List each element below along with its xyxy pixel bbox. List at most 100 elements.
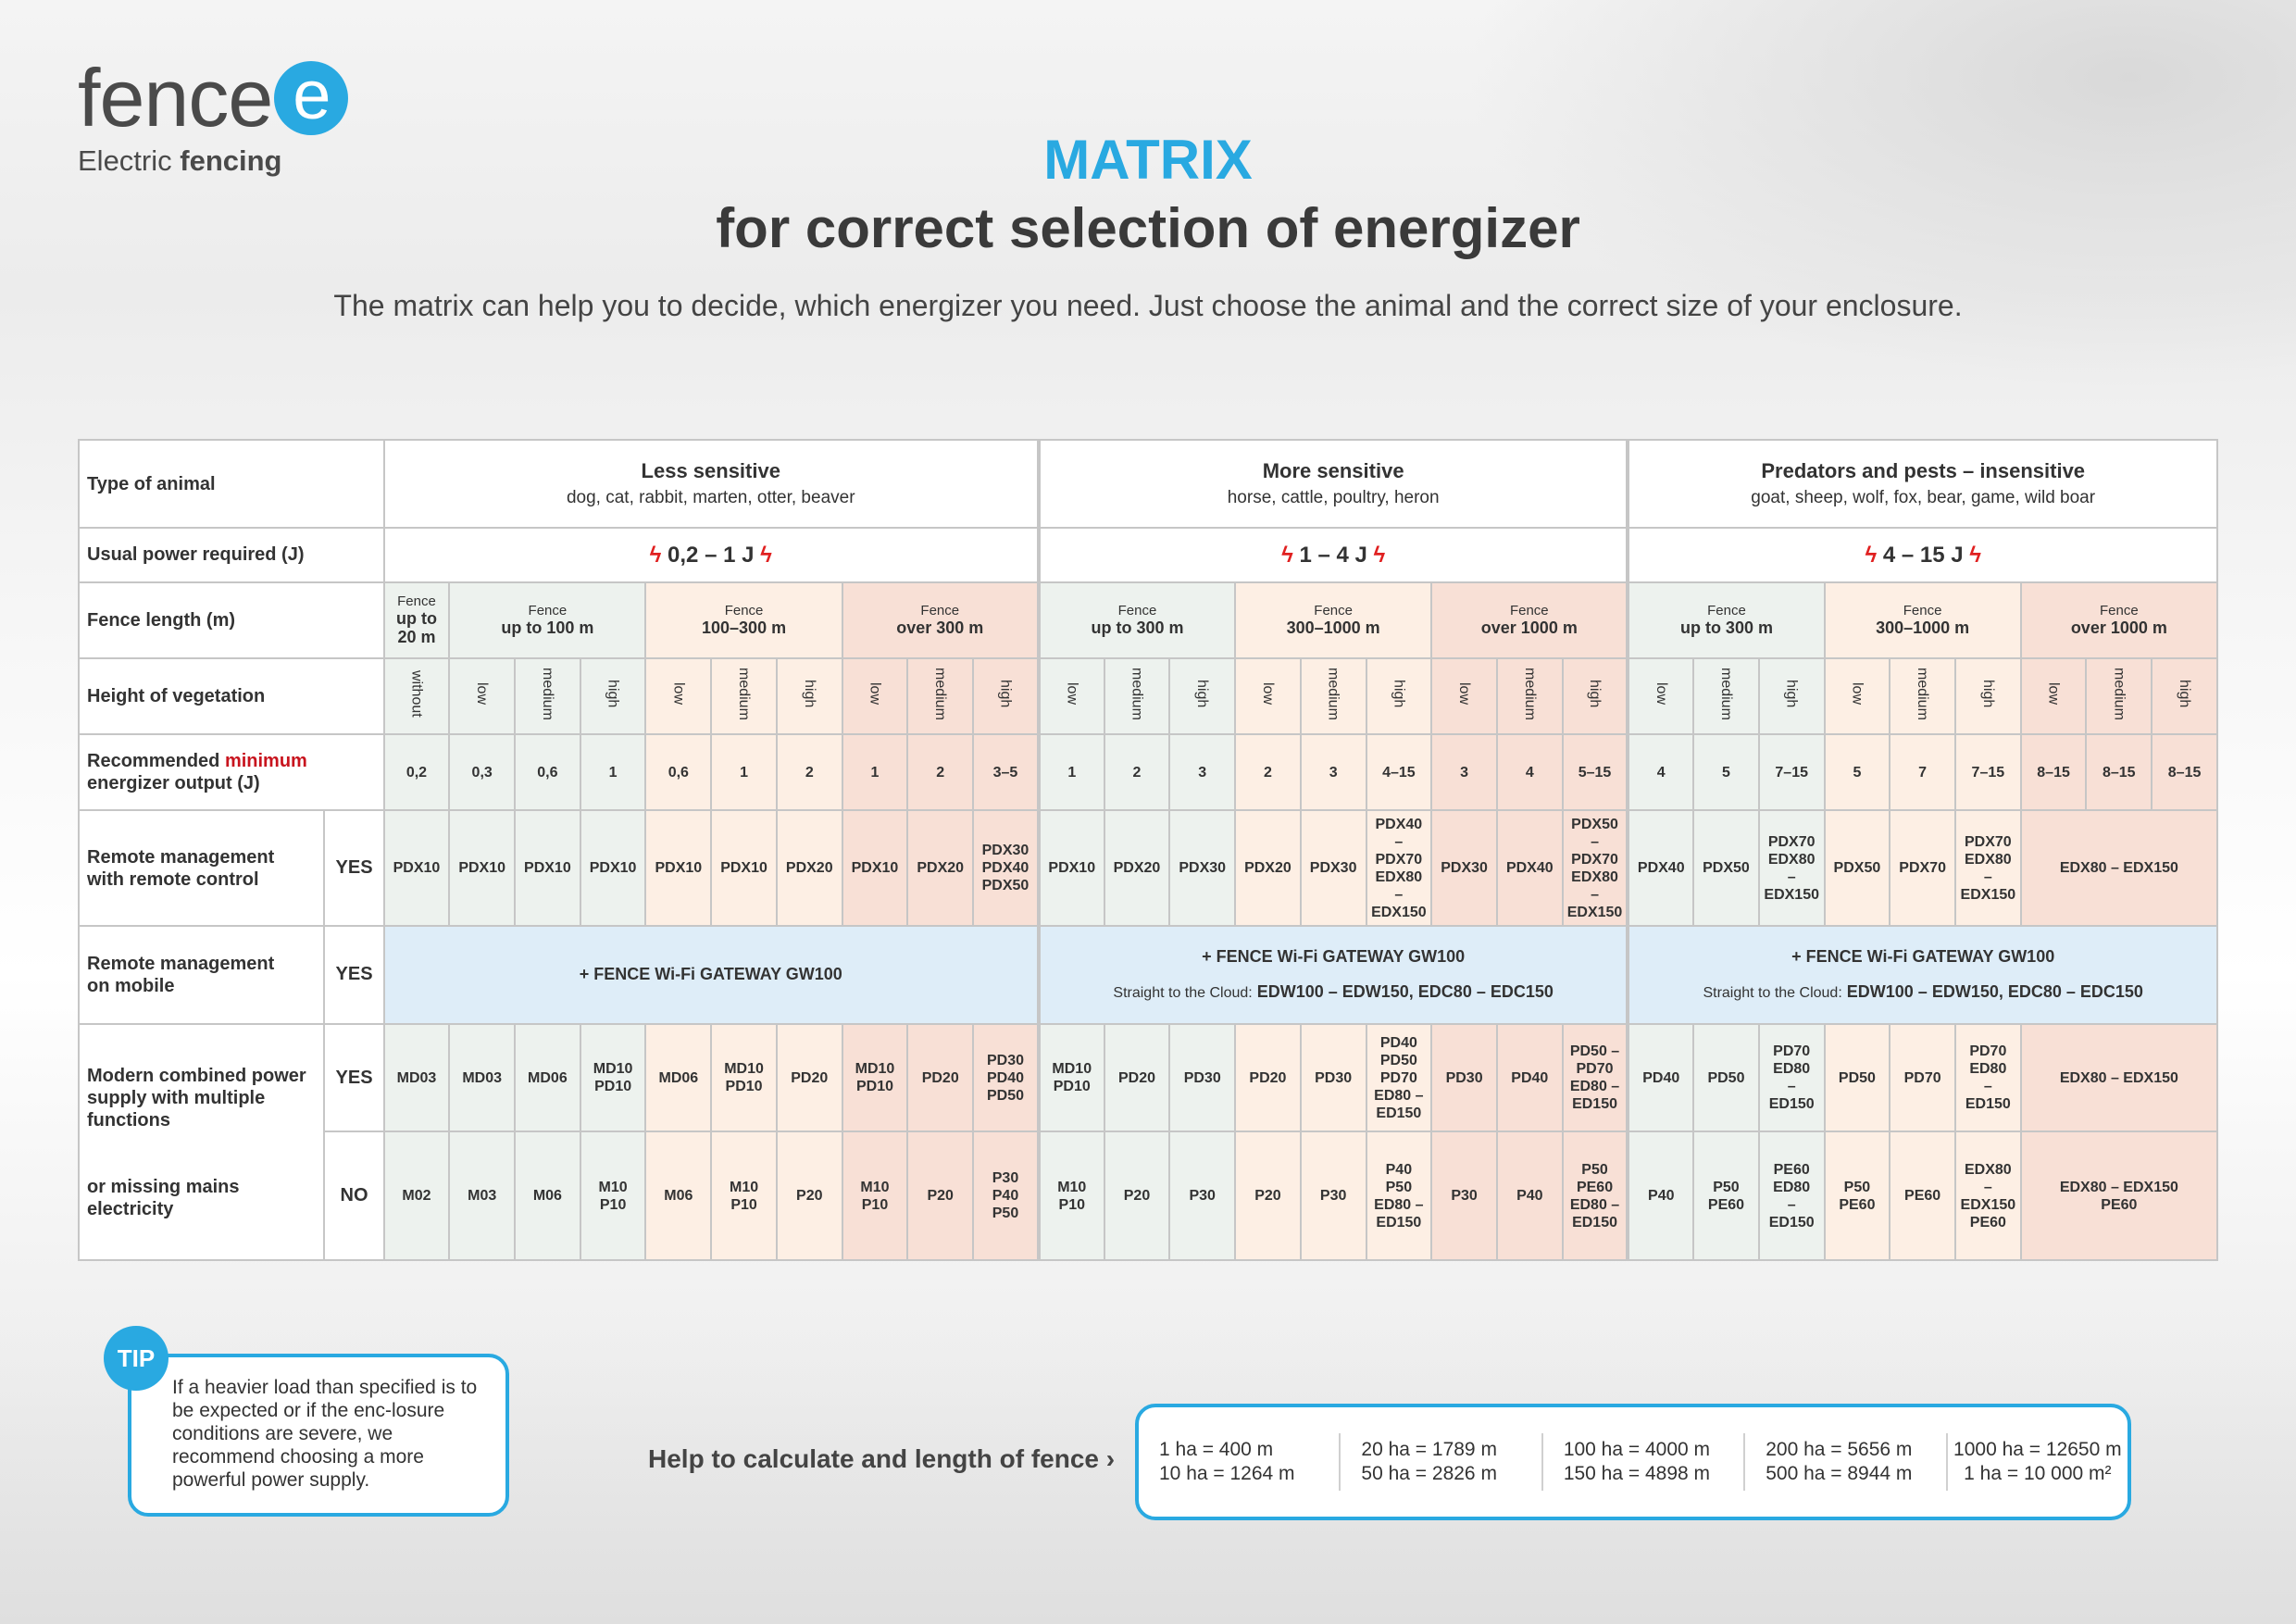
- modern-yes-model-cell: MD03: [382, 1023, 451, 1133]
- vegetation-label: medium: [1915, 667, 1931, 720]
- vegetation-cell: medium: [1692, 656, 1760, 736]
- help-col: 1 ha = 400 m 10 ha = 1264 m: [1139, 1433, 1341, 1491]
- modern-no-model-cell: P20: [1234, 1131, 1302, 1261]
- recommended-output-cell: 3: [1430, 733, 1498, 812]
- page-subtitle-heading: for correct selection of energizer: [716, 197, 1580, 259]
- remote-control-model-cell: PDX10: [710, 809, 778, 927]
- length-caption: Fence: [397, 593, 436, 610]
- remote-control-model-cell: PDX20: [906, 809, 975, 927]
- lightning-icon: ϟ: [760, 542, 772, 568]
- vegetation-label: without: [408, 670, 425, 718]
- modern-no-model-cell: M02: [382, 1131, 451, 1261]
- vegetation-cell: medium: [1103, 656, 1171, 736]
- remote-control-model-cell: PDX10: [644, 809, 713, 927]
- vegetation-cell: high: [1168, 656, 1237, 736]
- length-cell: Fence 300–1000 m: [1234, 581, 1433, 659]
- vegetation-label: high: [1979, 680, 1996, 708]
- help-line: 100 ha = 4000 m: [1563, 1439, 1711, 1460]
- help-line: 1 ha = 10 000 m²: [1964, 1463, 2112, 1484]
- cloud-models: EDW100 – EDW150, EDC80 – EDC150: [1256, 981, 1554, 1001]
- vegetation-label: low: [1653, 682, 1669, 706]
- group-name: Predators and pests – insensitive: [1761, 458, 2086, 482]
- recommended-output-cell: 1: [579, 733, 647, 812]
- row-label-modern: Modern combined power supply with multipl…: [77, 1023, 326, 1261]
- length-value: up to 300 m: [1679, 618, 1773, 638]
- yes-label: YES: [323, 924, 385, 1026]
- cloud-label: Straight to the Cloud:: [1703, 984, 1842, 1001]
- tip-badge: TIP: [104, 1326, 168, 1391]
- modern-no-model-cell: P40: [1626, 1131, 1695, 1261]
- modern-yes-model-cell: PD30: [1168, 1023, 1237, 1133]
- vegetation-label: low: [670, 682, 687, 706]
- modern-yes-model-cell: PD40 PD50 PD70 ED80 – ED150: [1365, 1023, 1433, 1133]
- help-line: 150 ha = 4898 m: [1563, 1463, 1711, 1484]
- help-line: 20 ha = 1789 m: [1361, 1439, 1497, 1460]
- vegetation-cell: low: [1626, 656, 1695, 736]
- recommended-output-cell: 5: [1823, 733, 1891, 812]
- label-part: functions: [87, 1109, 170, 1131]
- logo-e-icon: e: [274, 61, 349, 135]
- vegetation-label: low: [474, 682, 491, 706]
- label-part: Recommended: [87, 751, 220, 772]
- remote-control-model-cell: PDX50: [1692, 809, 1760, 927]
- cloud-label: Straight to the Cloud:: [1113, 984, 1253, 1001]
- modern-no-model-cell: EDX80– EDX150 PE60: [1953, 1131, 2022, 1261]
- modern-yes-model-cell: MD06: [514, 1023, 581, 1133]
- recommended-output-cell: 0,6: [514, 733, 581, 812]
- vegetation-label: high: [1587, 680, 1603, 708]
- remote-control-model-cell: PDX30 PDX40 PDX50: [972, 809, 1040, 927]
- modern-yes-model-cell: PD20: [1234, 1023, 1302, 1133]
- vegetation-cell: high: [1365, 656, 1433, 736]
- remote-control-model-cell: PDX30: [1430, 809, 1498, 927]
- modern-no-model-cell: P50 PE60 ED80 – ED150: [1561, 1131, 1629, 1261]
- recommended-output-cell: 2: [1103, 733, 1171, 812]
- vegetation-cell: high: [2151, 656, 2218, 736]
- recommended-output-cell: 0,3: [448, 733, 517, 812]
- vegetation-label: high: [1783, 680, 1800, 708]
- vegetation-label: low: [867, 682, 883, 706]
- modern-no-model-cell: P50 PE60: [1692, 1131, 1760, 1261]
- help-line: 1000 ha = 12650 m: [1953, 1439, 2122, 1460]
- vegetation-label: high: [605, 680, 621, 708]
- vegetation-cell: medium: [2085, 656, 2153, 736]
- row-label-remote-control: Remote management with remote control: [77, 809, 326, 927]
- vegetation-cell: medium: [1889, 656, 1956, 736]
- yes-label: YES: [323, 1023, 385, 1133]
- remote-control-model-cell: PDX20: [1234, 809, 1302, 927]
- vegetation-label: medium: [736, 667, 753, 720]
- length-value: over 1000 m: [1480, 618, 1578, 638]
- background-shade: [1463, 0, 2296, 389]
- power-predators: ϟ 4 – 15 J ϟ: [1626, 527, 2218, 583]
- length-caption: Fence: [1903, 603, 1942, 619]
- yes-label: YES: [323, 809, 385, 927]
- lightning-icon: ϟ: [1865, 542, 1878, 568]
- remote-control-model-cell: PDX70 EDX80– EDX150: [1953, 809, 2022, 927]
- remote-control-model-cell: PDX50– PDX70 EDX80– EDX150: [1561, 809, 1629, 927]
- vegetation-cell: medium: [1299, 656, 1367, 736]
- label-part: on mobile: [87, 975, 175, 996]
- modern-yes-model-cell: PD30 PD40 PD50: [972, 1023, 1040, 1133]
- remote-control-model-cell: PDX10: [382, 809, 451, 927]
- logo-tag-bold: fencing: [180, 144, 282, 177]
- group-header-more: More sensitive horse, cattle, poultry, he…: [1036, 438, 1629, 530]
- modern-no-model-cell: P40 P50 ED80 – ED150: [1365, 1131, 1433, 1261]
- length-value: 300–1000 m: [1286, 618, 1380, 638]
- help-col: 100 ha = 4000 m 150 ha = 4898 m: [1543, 1433, 1746, 1491]
- vegetation-label: low: [1259, 682, 1276, 706]
- help-line: 500 ha = 8944 m: [1766, 1463, 1913, 1484]
- vegetation-label: medium: [1521, 667, 1538, 720]
- label-part: supply with multiple: [87, 1087, 266, 1108]
- length-value: over 300 m: [896, 618, 984, 638]
- vegetation-cell: medium: [1495, 656, 1564, 736]
- modern-no-model-cell: P30 P40 P50: [972, 1131, 1040, 1261]
- row-label-length: Fence length (m): [78, 581, 385, 659]
- help-col: 20 ha = 1789 m 50 ha = 2826 m: [1341, 1433, 1543, 1491]
- recommended-output-cell: 5: [1692, 733, 1760, 812]
- recommended-output-cell: 8–15: [2151, 733, 2218, 812]
- modern-no-model-cell: M10 P10: [841, 1131, 909, 1261]
- gateway-more: + FENCE Wi-Fi GATEWAY GW100 Straight to t…: [1036, 924, 1629, 1026]
- logo-word: fence: [78, 52, 273, 144]
- recommended-output-cell: 3: [1168, 733, 1237, 812]
- vegetation-label: medium: [1717, 667, 1734, 720]
- label-part: or missing mains: [87, 1176, 240, 1197]
